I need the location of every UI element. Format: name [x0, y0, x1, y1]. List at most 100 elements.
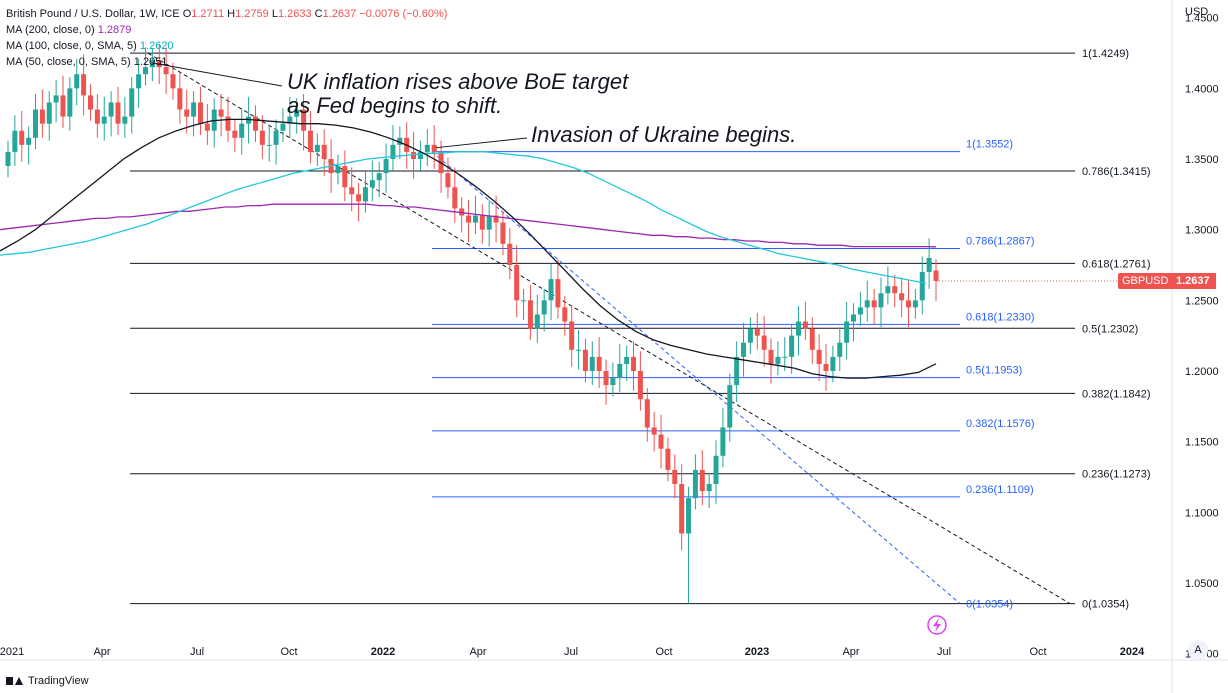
- candle-body: [562, 307, 568, 322]
- y-tick-label: 1.1500: [1185, 437, 1219, 449]
- candle-body: [727, 385, 733, 428]
- x-tick-label: 2023: [745, 646, 769, 658]
- tradingview-footer[interactable]: TradingView: [6, 675, 89, 687]
- candle-body: [692, 469, 698, 499]
- candle-body: [142, 67, 148, 75]
- trendline-black-dashed: [147, 52, 1071, 605]
- candle-body: [651, 427, 657, 435]
- candle-body: [864, 300, 870, 308]
- legend-row-ma50[interactable]: MA (50, close, 0, SMA, 5) 1.2051: [6, 54, 447, 70]
- candle-body: [466, 215, 472, 223]
- candle-body: [60, 95, 66, 117]
- x-tick-label: Jul: [190, 646, 204, 658]
- candle-body: [108, 102, 114, 117]
- y-tick-label: 1.2000: [1185, 366, 1219, 378]
- legend-ma100-label: MA (100, close, 0, SMA, 5): [6, 40, 137, 52]
- candle-body: [204, 123, 210, 131]
- fib-label-black: 0.786(1.3415): [1082, 166, 1151, 178]
- x-tick-label: 2024: [1120, 646, 1145, 658]
- candle-body: [335, 166, 341, 174]
- candle-body: [129, 88, 135, 117]
- candle-body: [390, 144, 396, 159]
- candle-body: [280, 123, 286, 131]
- candle-body: [837, 342, 843, 357]
- candle-body: [569, 321, 575, 350]
- candle-body: [486, 215, 492, 230]
- candle-body: [452, 187, 458, 209]
- fib-label-blue: 0.786(1.2867): [966, 235, 1035, 247]
- candle-body: [184, 109, 190, 117]
- candle-body: [94, 109, 100, 124]
- candle-body: [53, 95, 59, 103]
- candle-body: [356, 194, 362, 202]
- candle-body: [541, 300, 547, 315]
- y-tick-label: 1.3000: [1185, 225, 1219, 237]
- auto-scale-button[interactable]: A: [1188, 640, 1208, 660]
- candle-body: [191, 102, 197, 117]
- candle-body: [534, 314, 540, 329]
- candle-body: [576, 349, 582, 351]
- y-tick-label: 1.3500: [1185, 154, 1219, 166]
- candle-body: [802, 321, 808, 329]
- last-price-tag: 1.2637: [1170, 273, 1216, 289]
- ma100-line: [0, 151, 927, 285]
- y-tick-label: 1.2500: [1185, 295, 1219, 307]
- candle-body: [115, 102, 121, 124]
- candle-body: [252, 116, 258, 131]
- candle-body: [67, 88, 73, 117]
- candle-body: [362, 187, 368, 202]
- x-tick-label: Apr: [842, 646, 859, 658]
- annotation-pointer-2: [435, 137, 528, 149]
- candle-body: [307, 130, 313, 152]
- candle-body: [706, 484, 712, 492]
- candle-body: [596, 356, 602, 371]
- legend-open-label: O: [182, 8, 192, 20]
- candle-body: [163, 67, 169, 75]
- candle-body: [122, 116, 128, 124]
- candle-body: [12, 130, 18, 152]
- candle-body: [899, 293, 905, 301]
- legend-row-symbol: British Pound / U.S. Dollar, 1W, ICE O1.…: [6, 6, 447, 22]
- candle-body: [177, 88, 183, 110]
- fib-label-blue: 0.618(1.2330): [966, 311, 1035, 323]
- candle-body: [218, 109, 224, 117]
- candle-body: [665, 448, 671, 470]
- legend-row-ma200[interactable]: MA (200, close, 0) 1.2879: [6, 22, 447, 38]
- candle-body: [782, 356, 788, 358]
- legend-high-label: H: [227, 8, 236, 20]
- candle-body: [734, 356, 740, 386]
- news-icon-bolt: [933, 618, 941, 632]
- candle-body: [582, 349, 588, 371]
- legend-ma50-label: MA (50, close, 0, SMA, 5): [6, 56, 131, 68]
- fib-label-black: 0.618(1.2761): [1082, 258, 1151, 270]
- candle-body: [376, 173, 382, 181]
- candle-body: [170, 74, 176, 89]
- candle-body: [844, 321, 850, 343]
- legend-row-ma100[interactable]: MA (100, close, 0, SMA, 5) 1.2620: [6, 38, 447, 54]
- candle-body: [878, 293, 884, 308]
- candle-body: [314, 144, 320, 152]
- x-tick-label: Oct: [655, 646, 672, 658]
- candle-body: [713, 455, 719, 485]
- x-tick-label: Jul: [937, 646, 951, 658]
- fib-label-blue: 0.5(1.1953): [966, 365, 1022, 377]
- candle-body: [383, 158, 389, 174]
- candle-body: [885, 286, 891, 294]
- candle-body: [239, 123, 245, 138]
- candle-body: [294, 109, 300, 117]
- candle-body: [686, 498, 692, 534]
- tradingview-brand: TradingView: [28, 675, 89, 687]
- candle-body: [493, 215, 499, 223]
- legend-change: −0.0076 (−0.60%): [359, 8, 448, 20]
- candle-body: [5, 151, 11, 167]
- x-tick-label: Jul: [564, 646, 578, 658]
- candle-body: [892, 286, 898, 294]
- candle-body: [232, 130, 238, 138]
- candle-body: [761, 335, 767, 350]
- candle-body: [301, 109, 307, 131]
- legend-symbol: British Pound / U.S. Dollar, 1W, ICE: [6, 8, 180, 20]
- fib-label-blue: 0.236(1.1109): [966, 484, 1034, 496]
- candle-body: [507, 243, 513, 265]
- currency-label[interactable]: USD: [1185, 6, 1209, 18]
